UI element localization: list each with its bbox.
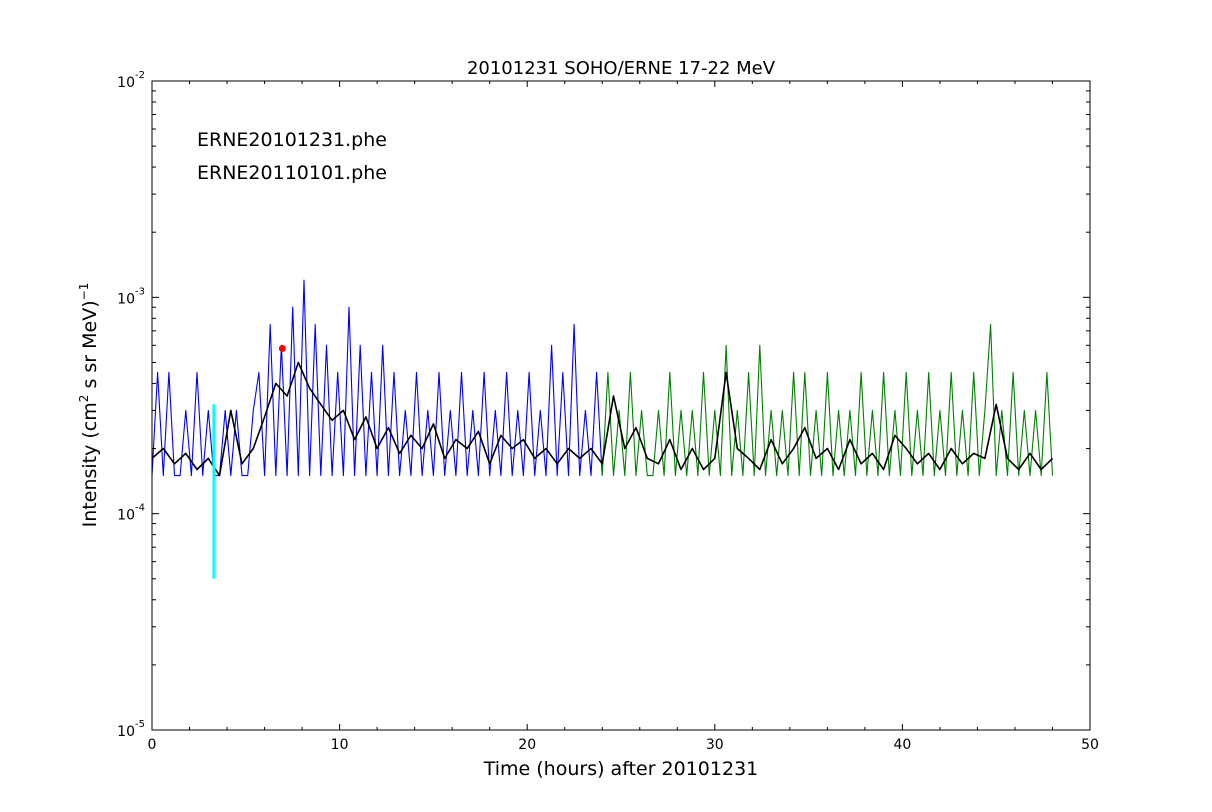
x-tick-label: 10 (331, 737, 349, 753)
y-tick-label-exponent: -4 (135, 503, 145, 514)
y-axis-label-mid: s sr MeV) (79, 300, 101, 394)
y-tick-label: 10 (117, 291, 135, 307)
y-tick-label-exponent: -2 (135, 70, 145, 81)
x-tick-label: 50 (1081, 737, 1099, 753)
legend-entry-0: ERNE20101231.phe (197, 129, 387, 151)
y-axis-label-sup2: 2 (77, 395, 91, 403)
y-tick-label: 10 (117, 724, 135, 740)
y-axis-label-main: Intensity (cm (79, 402, 101, 527)
y-axis: 10-510-410-310-2 (117, 70, 1090, 740)
y-axis-label: Intensity (cm2 s sr MeV)−1 (77, 283, 101, 528)
x-tick-label: 30 (706, 737, 724, 753)
series-layer (151, 279, 1054, 477)
chart-title: 20101231 SOHO/ERNE 17-22 MeV (467, 58, 776, 79)
y-tick-label-exponent: -5 (135, 719, 145, 730)
x-axis: 0 10 20 30 40 50 (148, 81, 1099, 753)
y-tick-label-exponent: -3 (135, 286, 145, 297)
marker-layer (212, 345, 286, 579)
y-tick-label: 10 (117, 75, 135, 91)
x-tick-label: 40 (893, 737, 911, 753)
x-axis-label: Time (hours) after 20101231 (483, 758, 759, 780)
legend-entry-1: ERNE20110101.phe (197, 162, 387, 184)
plot-frame (151, 80, 1091, 731)
series-line-2 (151, 361, 1054, 477)
y-axis-label-sup1: −1 (77, 283, 91, 301)
peak-marker (278, 345, 286, 353)
x-tick-label: 20 (518, 737, 536, 753)
series-line-1 (601, 323, 1054, 477)
x-tick-label: 0 (148, 737, 157, 753)
y-tick-label: 10 (117, 508, 135, 524)
